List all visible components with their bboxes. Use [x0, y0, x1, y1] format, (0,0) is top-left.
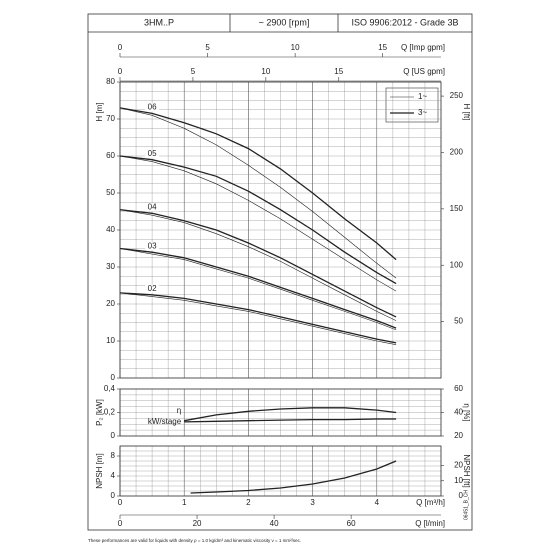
y2-tick-label: 200: [450, 148, 464, 157]
legend-label: 3~: [418, 108, 427, 117]
x-tick-label: 0: [118, 498, 123, 507]
curve-1ph: [119, 248, 397, 331]
curve: [119, 209, 397, 318]
curve-1ph: [119, 155, 397, 292]
x-tick-label: 10: [261, 67, 270, 76]
curve: [184, 418, 397, 423]
curve: [119, 107, 397, 261]
x-tick-label: 60: [347, 519, 356, 528]
x-tick-label: 0: [118, 67, 123, 76]
y-tick-label: 60: [106, 151, 115, 160]
y-tick-label: 40: [106, 225, 115, 234]
footnote: These performances are valid for liquids…: [88, 538, 301, 543]
x-tick-label: 15: [334, 67, 343, 76]
curve-1ph: [119, 292, 397, 345]
y-tick-label: 20: [106, 299, 115, 308]
curve-label: 04: [148, 202, 157, 211]
y-axis-label: NPSH [m]: [95, 453, 104, 489]
y2-tick-label: 0: [459, 491, 464, 500]
y-tick-label: 30: [106, 262, 115, 271]
y-tick-label: 0: [111, 373, 116, 382]
x-tick-label: 3: [310, 498, 315, 507]
y2-axis-label: η [%]: [462, 403, 471, 421]
x-tick-label: 0: [118, 43, 123, 52]
x-axis-label: Q [l/min]: [415, 519, 445, 528]
y2-tick-label: 20: [454, 461, 463, 470]
model: 3HM..P: [144, 17, 174, 27]
x-tick-label: 1: [182, 498, 187, 507]
plot-frame: [119, 445, 442, 497]
curve: [190, 460, 397, 494]
y2-tick-label: 50: [454, 317, 463, 326]
curve-label: kW/stage: [148, 417, 182, 426]
curve: [119, 155, 397, 285]
label-bg: [145, 149, 160, 158]
y-tick-label: 8: [111, 451, 116, 460]
curve-label: 06: [148, 103, 157, 112]
x-tick-label: 0: [118, 519, 123, 528]
y-tick-label: 0,4: [104, 384, 116, 393]
y-axis-label: H [m]: [95, 102, 104, 121]
label-bg: [145, 203, 160, 212]
legend-label: 1~: [418, 92, 427, 101]
frame: [87, 13, 473, 531]
y-tick-label: 10: [106, 336, 115, 345]
x-axis-label: Q [m³/h]: [416, 498, 445, 507]
curve: [119, 292, 397, 344]
x-tick-label: 15: [378, 43, 387, 52]
curve-label: 03: [148, 241, 157, 250]
x-tick-label: 5: [191, 67, 196, 76]
y-tick-label: 70: [106, 114, 115, 123]
standard: ISO 9906:2012 - Grade 3B: [351, 17, 458, 27]
curve-1ph: [119, 107, 397, 279]
curve: [119, 247, 397, 329]
x-axis-label: Q [US gpm]: [403, 67, 445, 76]
y2-tick-label: 40: [454, 408, 463, 417]
x-tick-label: 40: [270, 519, 279, 528]
legend-box: [385, 87, 439, 123]
y-tick-label: 0,2: [104, 408, 116, 417]
y-tick-label: 50: [106, 188, 115, 197]
x-tick-label: 10: [291, 43, 300, 52]
label-bg: [145, 242, 160, 251]
speed: ~ 2900 [rpm]: [259, 17, 310, 27]
y-axis-label: P₂ [kW]: [95, 399, 104, 426]
x-tick-label: 20: [193, 519, 202, 528]
y2-tick-label: 150: [450, 204, 464, 213]
drawing-code: 06451_B_CH: [463, 490, 469, 520]
x-tick-label: 4: [375, 498, 380, 507]
y2-tick-label: 60: [454, 384, 463, 393]
y-tick-label: 4: [111, 471, 116, 480]
y2-tick-label: 10: [454, 476, 463, 485]
y2-axis-label: NPSH [ft]: [462, 454, 471, 487]
y-tick-label: 0: [111, 431, 116, 440]
curve-label: 05: [148, 149, 157, 158]
curve-label: 02: [148, 284, 157, 293]
x-axis-label: Q [Imp gpm]: [401, 43, 445, 52]
curve-label: η: [177, 406, 181, 415]
y2-axis-label: H [ft]: [462, 104, 471, 121]
x-tick-label: 2: [246, 498, 251, 507]
curve-1ph: [119, 209, 397, 321]
curve: [184, 407, 397, 422]
y2-tick-label: 250: [450, 91, 464, 100]
y-tick-label: 80: [106, 77, 115, 86]
label-bg: [145, 103, 160, 112]
y-tick-label: 0: [111, 491, 116, 500]
label-bg: [145, 284, 160, 293]
x-tick-label: 5: [205, 43, 210, 52]
y2-tick-label: 100: [450, 260, 464, 269]
y2-tick-label: 20: [454, 431, 463, 440]
